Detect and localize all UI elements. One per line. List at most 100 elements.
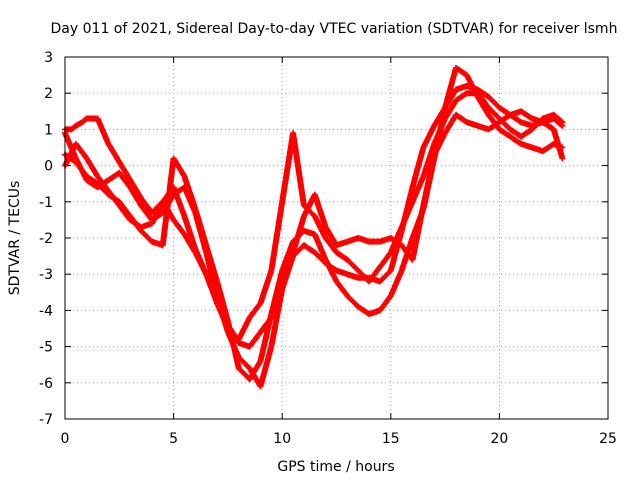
data-point-trace <box>236 355 252 371</box>
x-tick-label: 25 <box>599 431 617 447</box>
data-point-trace <box>323 258 339 284</box>
data-point-trace <box>106 142 122 164</box>
data-point-trace <box>117 203 133 222</box>
axis-ticks: 0 5 10 15 20 25 -7 -6 -5 -4 -3 -2 -1 0 1 2 3 <box>39 50 617 447</box>
data-point-trace <box>442 113 459 135</box>
data-point-trace <box>431 116 448 146</box>
data-point-trace <box>279 251 296 291</box>
y-tick-label: -1 <box>39 195 53 211</box>
data-point-trace <box>302 203 317 219</box>
data-point-trace <box>312 232 328 262</box>
y-tick-label: 3 <box>44 50 53 66</box>
y-tick-label: -4 <box>39 303 53 319</box>
data-point-trace <box>257 312 274 363</box>
data-point-trace <box>312 193 329 229</box>
x-tick-label: 0 <box>61 431 70 447</box>
data-point-trace <box>323 225 339 247</box>
data-point-trace <box>192 211 209 254</box>
data-point-trace <box>290 131 307 207</box>
data-point-trace <box>257 345 274 388</box>
y-tick-label: -2 <box>39 231 53 247</box>
data-point-trace <box>421 124 437 150</box>
y-tick-label: -3 <box>39 267 53 283</box>
data-point-trace <box>409 204 427 262</box>
data-point-trace <box>203 251 220 298</box>
data-point-trace <box>95 116 111 146</box>
x-tick-label: 15 <box>382 431 400 447</box>
data-point-trace <box>236 316 252 341</box>
data-point-trace <box>486 105 502 121</box>
data-point-trace <box>279 240 296 273</box>
data-point-trace <box>409 146 426 189</box>
data-point-trace <box>388 225 405 255</box>
data-point-trace <box>73 142 89 161</box>
data-points <box>62 64 566 390</box>
data-point-trace <box>127 178 144 200</box>
data-point-trace <box>84 156 100 179</box>
data-point-trace <box>410 174 426 204</box>
data-point-trace <box>486 94 502 110</box>
data-point-trace <box>247 301 263 320</box>
data-point-trace <box>268 269 285 316</box>
data-point-trace <box>73 156 89 182</box>
data-point-trace <box>258 269 274 305</box>
data-point-trace <box>69 123 78 132</box>
data-point-trace <box>378 268 393 284</box>
series-4 <box>62 90 566 343</box>
data-point-trace <box>171 218 187 237</box>
data-point <box>559 119 566 126</box>
y-tick-label: 2 <box>44 86 53 102</box>
x-axis-label: GPS time / hours <box>277 459 394 475</box>
data-point-trace <box>312 214 328 240</box>
data-point-trace <box>420 153 437 207</box>
data-point-trace <box>551 116 565 128</box>
x-tick-label: 10 <box>273 431 291 447</box>
data-point-trace <box>182 214 198 251</box>
data-point <box>559 155 566 162</box>
data-point-trace <box>399 200 415 229</box>
data-point-trace <box>268 287 285 348</box>
data-point-trace <box>193 250 209 276</box>
data-point-trace <box>214 301 231 331</box>
y-tick-label: -7 <box>39 412 53 428</box>
y-tick-label: -6 <box>39 376 53 392</box>
data-point-trace <box>127 185 144 208</box>
data-point-trace <box>367 265 382 284</box>
x-tick-label: 20 <box>490 431 508 447</box>
data-point-trace <box>345 257 361 273</box>
data-point-trace <box>117 160 133 182</box>
data-point-trace <box>345 294 361 309</box>
data-point-trace <box>182 232 198 255</box>
data-point-trace <box>182 185 198 215</box>
chart-title: Day 011 of 2021, Sidereal Day-to-day VTE… <box>51 21 618 37</box>
data-point-trace <box>475 91 491 110</box>
data-point-trace <box>442 98 459 121</box>
y-tick-label: 0 <box>44 159 53 175</box>
data-point-trace <box>203 272 220 305</box>
data-point-trace <box>214 280 231 323</box>
data-point-trace <box>225 330 242 360</box>
data-point-trace <box>80 116 89 125</box>
series-3 <box>62 108 566 390</box>
data-point-trace <box>323 236 339 255</box>
x-tick-label: 5 <box>169 431 178 447</box>
data-point-trace <box>497 116 513 132</box>
data-point-trace <box>420 142 437 178</box>
data-point-trace <box>530 116 545 132</box>
y-tick-label: 1 <box>44 122 53 138</box>
data-point-trace <box>377 250 393 269</box>
data-point-trace <box>334 250 350 262</box>
y-axis-label: SDTVAR / TECUs <box>7 181 23 296</box>
data-point-trace <box>268 200 285 272</box>
data-point-trace <box>62 142 79 168</box>
data-point-trace <box>377 294 393 313</box>
data-point-trace <box>171 156 187 179</box>
data-point-trace <box>138 203 154 222</box>
data-point-trace <box>139 228 154 244</box>
data-point-trace <box>138 196 154 215</box>
data-point-trace <box>551 112 565 125</box>
data-point-trace <box>551 127 565 160</box>
data-point-trace <box>388 269 405 298</box>
data-point-trace <box>160 200 176 222</box>
data-point-trace <box>95 174 111 193</box>
